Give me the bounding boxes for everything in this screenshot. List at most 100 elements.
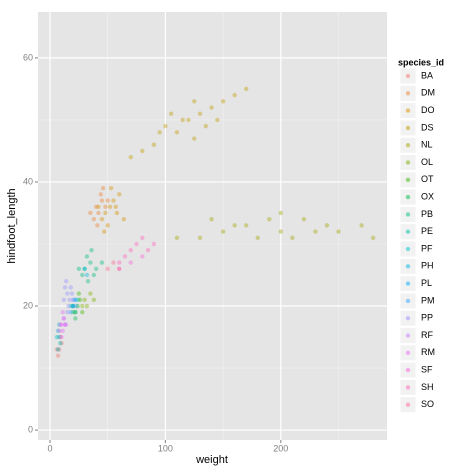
point [80, 303, 85, 309]
legend-label: SF [421, 364, 433, 374]
point [84, 254, 90, 259]
point [61, 316, 67, 321]
point [186, 117, 191, 123]
point [59, 334, 64, 340]
point [105, 198, 110, 203]
point [96, 210, 101, 216]
y-tick-label: 20 [23, 300, 33, 310]
point [91, 216, 97, 222]
point [66, 303, 71, 309]
point [95, 223, 100, 228]
point [99, 260, 105, 265]
point [82, 297, 87, 303]
point [62, 285, 68, 290]
legend-label: RM [421, 347, 435, 357]
point [96, 204, 101, 209]
point [65, 310, 70, 315]
point [72, 297, 77, 303]
point [76, 291, 82, 296]
point [100, 185, 106, 191]
legend-label: PH [421, 261, 434, 271]
point [102, 229, 107, 234]
point [55, 347, 61, 352]
point [70, 303, 76, 309]
point [74, 303, 79, 309]
point [243, 223, 249, 228]
point [122, 254, 128, 259]
legend-label: PF [421, 243, 433, 253]
point [59, 322, 64, 327]
legend-marker [405, 385, 411, 390]
point [73, 316, 78, 321]
legend-label: OL [421, 157, 433, 167]
point [89, 247, 94, 253]
point [82, 266, 87, 271]
point [117, 266, 122, 271]
point [61, 316, 67, 321]
point [108, 185, 114, 191]
legend-marker [405, 91, 411, 96]
point [70, 303, 76, 309]
point [209, 216, 214, 222]
point [113, 204, 118, 209]
point [192, 136, 197, 141]
point [134, 241, 139, 247]
x-tick-label: 200 [273, 443, 288, 453]
point [174, 130, 180, 135]
legend-marker [405, 160, 411, 165]
point [57, 347, 62, 352]
point [54, 334, 60, 340]
point [54, 347, 60, 352]
point [117, 260, 122, 265]
point [70, 310, 76, 315]
point [61, 297, 67, 303]
point [63, 279, 69, 284]
point [215, 117, 220, 123]
point [168, 111, 174, 116]
point [99, 216, 105, 222]
point [103, 210, 108, 216]
point [151, 241, 157, 247]
point [103, 204, 108, 209]
point [301, 216, 307, 222]
y-tick-label: 0 [28, 424, 33, 434]
point [55, 353, 61, 358]
point [75, 303, 80, 309]
point [88, 260, 93, 265]
legend-marker [405, 246, 411, 252]
legend-label: PB [421, 209, 433, 219]
point [197, 235, 203, 240]
point [140, 254, 145, 259]
legend-marker [405, 316, 411, 321]
legend-label: DO [421, 105, 435, 115]
point [128, 260, 133, 265]
point [157, 130, 162, 135]
point [84, 272, 90, 278]
legend-label: SO [421, 399, 434, 409]
point [99, 198, 105, 203]
point [88, 210, 93, 216]
point [255, 235, 260, 240]
point [58, 322, 63, 327]
legend-label: DM [421, 88, 435, 98]
x-tick-label: 100 [158, 443, 173, 453]
point [105, 223, 110, 228]
point [140, 235, 145, 240]
point [62, 322, 68, 327]
point [73, 297, 78, 303]
legend-label: PP [421, 313, 433, 323]
legend-label: DS [421, 122, 434, 132]
legend-marker [405, 73, 411, 79]
point [278, 210, 284, 216]
legend-label: RF [421, 330, 433, 340]
point [70, 303, 76, 309]
point [91, 297, 97, 303]
point [180, 117, 185, 123]
legend-marker [405, 402, 411, 407]
point [77, 297, 83, 303]
legend-label: NL [421, 140, 433, 150]
point [68, 285, 73, 290]
point [128, 154, 133, 160]
point [140, 148, 145, 154]
